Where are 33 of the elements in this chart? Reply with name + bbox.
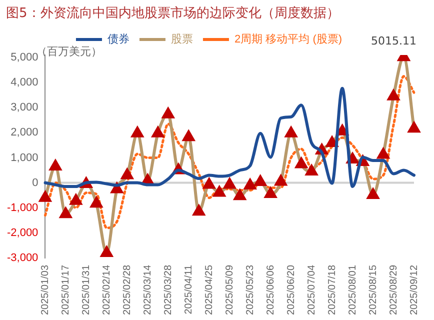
legend-label: 债券 [107, 32, 130, 46]
x-tick-label: 2025/05/09 [224, 264, 236, 316]
x-tick-label: 2025/02/14 [101, 264, 112, 316]
x-tick-label: 2025/09/12 [408, 264, 420, 316]
x-tick-label: 2025/03/14 [142, 264, 154, 316]
legend-label: 2周期 移动平均 (股票) [234, 34, 342, 46]
legend-label: 股票 [170, 34, 193, 46]
y-tick-label: 2,000 [10, 126, 38, 139]
data-label: 5015.11 [371, 34, 417, 48]
y-tick-label: -2,000 [6, 226, 38, 239]
x-tick-label: 2025/06/20 [286, 264, 297, 316]
y-tick-label: 3,000 [10, 102, 38, 114]
x-tick-label: 2025/05/23 [244, 264, 256, 316]
x-tick-label: 2025/03/28 [162, 264, 174, 316]
x-tick-label: 2025/07/18 [326, 264, 338, 316]
x-tick-label: 2025/08/15 [368, 264, 379, 316]
x-tick-label: 2025/07/04 [306, 264, 318, 316]
x-tick-label: 2025/04/11 [183, 264, 194, 314]
x-tick-label: 2025/01/17 [60, 264, 72, 316]
y-tick-label: -1,000 [6, 202, 38, 214]
y-tick-label: -3,000 [6, 252, 38, 264]
chart-title: 图5：外资流向中国内地股票市场的边际变化（周度数据） [5, 5, 340, 23]
x-tick-label: 2025/01/31 [80, 264, 92, 316]
y-tick-label: 4,000 [10, 76, 38, 89]
x-tick-label: 2025/01/03 [40, 264, 51, 316]
y-tick-label: 0 [32, 176, 38, 189]
x-tick-label: 2025/02/28 [122, 264, 133, 316]
x-tick-label: 2025/08/29 [388, 264, 400, 316]
x-tick-label: 2025/04/25 [204, 264, 215, 316]
x-tick-label: 2025/08/01 [347, 264, 358, 316]
x-tick-label: 2025/06/06 [265, 264, 276, 316]
y-tick-label: 5,000 [10, 52, 38, 64]
y-tick-label: 1,000 [10, 152, 38, 164]
